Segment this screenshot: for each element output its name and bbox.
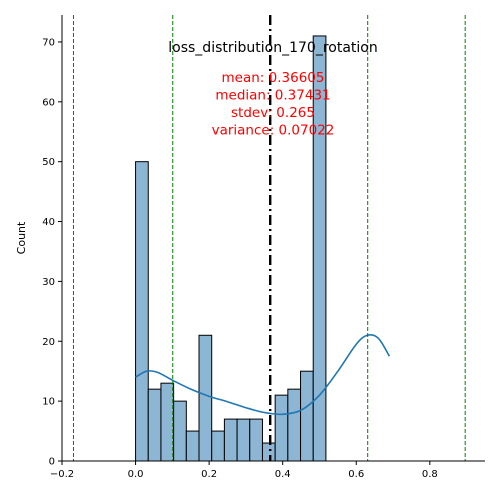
histogram-bar: [198, 334, 213, 462]
x-tick-label: 0.6: [348, 469, 364, 480]
ticks-layer: −0.2 0.0 0.2 0.4 0.6 0.8 0 10 20 30 40 50 60 70: [42, 37, 438, 480]
histogram-bar: [300, 370, 314, 462]
histogram-bar: [211, 430, 225, 462]
reference-lines-layer: [72, 15, 466, 461]
y-tick-label: 0: [49, 457, 55, 468]
axes-layer: [61, 15, 485, 462]
y-tick-label: 40: [42, 217, 55, 228]
y-axis-label: Count: [15, 221, 28, 254]
x-tick-label: 0.8: [422, 469, 438, 480]
x-tick-label: 0.4: [275, 469, 291, 480]
histogram-bar: [147, 388, 162, 462]
stat-line: variance: 0.07022: [212, 123, 335, 139]
histogram-bar: [223, 418, 238, 462]
histogram-bar: [173, 400, 187, 462]
y-tick-label: 20: [42, 337, 55, 348]
histogram-bar: [160, 382, 175, 462]
kde-layer: [135, 334, 391, 416]
histogram-bar: [135, 161, 149, 462]
chart-title: loss_distribution_170_rotation: [168, 40, 377, 56]
histogram-bar: [274, 394, 289, 462]
y-tick-label: 60: [42, 97, 55, 108]
y-tick-label: 50: [42, 157, 55, 168]
histogram-bar: [236, 418, 251, 462]
histogram-bar: [261, 442, 276, 462]
y-tick-label: 10: [42, 397, 55, 408]
x-tick-label: 0.2: [201, 469, 217, 480]
y-tick-label: 70: [42, 37, 55, 48]
stat-line: median: 0.37431: [215, 88, 330, 104]
kde-curve: [135, 334, 391, 416]
stat-line: mean: 0.36605: [222, 70, 325, 86]
histogram-bar: [185, 430, 200, 462]
histogram-bar: [287, 388, 302, 462]
y-tick-label: 30: [42, 277, 55, 288]
x-tick-label: 0.0: [128, 469, 144, 480]
histogram-bar: [249, 418, 263, 462]
x-tick-label: −0.2: [50, 469, 74, 480]
stat-line: stdev: 0.265: [231, 105, 315, 121]
